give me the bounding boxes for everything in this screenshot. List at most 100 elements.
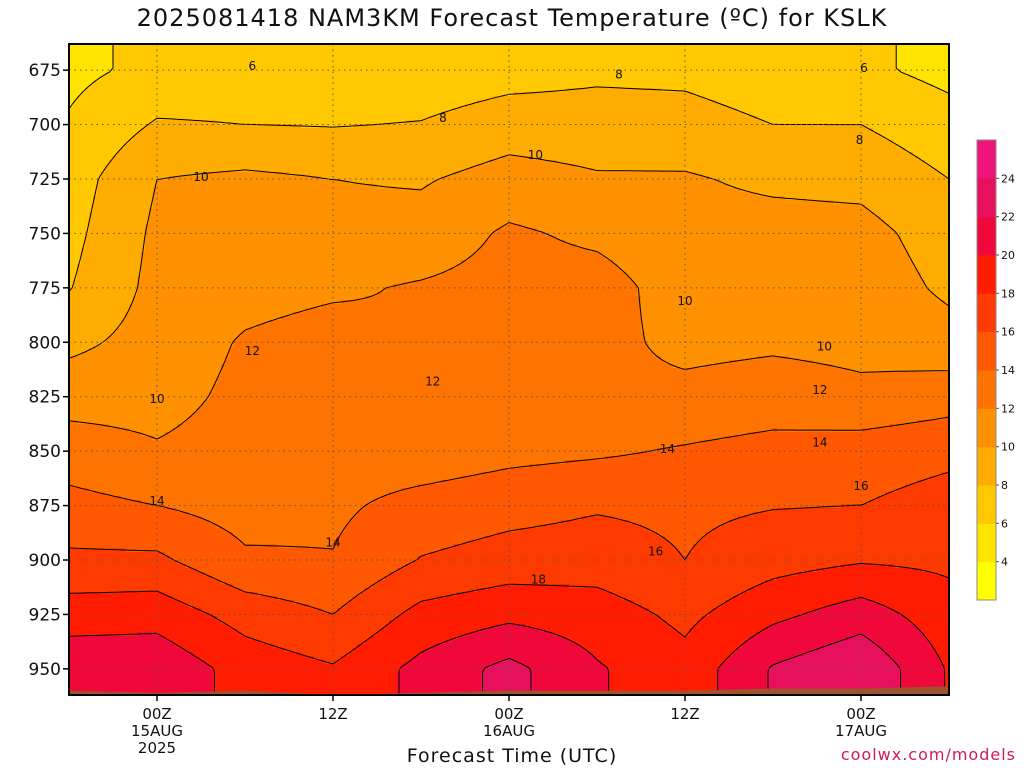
field-cell-3510 [909, 104, 914, 109]
field-cell-2901 [233, 96, 238, 101]
field-cell-136 [613, 44, 618, 49]
field-cell-3228 [661, 100, 666, 105]
field-cell-3630 [509, 108, 514, 113]
field-cell-2958 [461, 96, 466, 101]
field-cell-4836 [933, 128, 938, 133]
field-cell-367 [657, 48, 662, 53]
field-cell-13 [121, 44, 126, 49]
field-cell-4746 [573, 128, 578, 133]
field-cell-2178 [861, 80, 866, 85]
field-cell-2476 [293, 88, 298, 93]
field-cell-4396 [933, 120, 938, 125]
field-cell-3922 [797, 112, 802, 117]
field-cell-1329 [105, 68, 110, 73]
field-cell-4477 [377, 124, 382, 129]
field-cell-1180 [389, 64, 394, 69]
field-cell-2989 [585, 96, 590, 101]
field-cell-3371 [353, 104, 358, 109]
field-cell-4832 [917, 128, 922, 133]
field-cell-3030 [749, 96, 754, 101]
field-cell-1412 [437, 68, 442, 73]
field-cell-2608 [821, 88, 826, 93]
field-cell-1171 [353, 64, 358, 69]
field-cell-1859 [465, 76, 470, 81]
field-cell-57 [297, 44, 302, 49]
field-cell-3779 [225, 112, 230, 117]
field-cell-251 [193, 48, 198, 53]
field-cell-4850 [109, 132, 114, 137]
field-cell-203 [881, 44, 886, 49]
field-cell-4650 [189, 128, 194, 133]
field-cell-3813 [361, 112, 366, 117]
field-cell-3320 [149, 104, 154, 109]
field-cell-4338 [701, 120, 706, 125]
field-cell-4813 [841, 128, 846, 133]
field-cell-4244 [325, 120, 330, 125]
field-cell-3723 [881, 108, 886, 113]
field-cell-4374 [845, 120, 850, 125]
field-cell-4124 [725, 116, 730, 121]
field-cell-3064 [885, 96, 890, 101]
field-cell-595 [689, 52, 694, 57]
field-cell-4648 [181, 128, 186, 133]
field-cell-3543 [161, 108, 166, 113]
field-cell-4229 [265, 120, 270, 125]
field-cell-2514 [445, 88, 450, 93]
field-cell-4869 [185, 132, 190, 137]
field-cell-4550 [669, 124, 674, 129]
field-cell-110 [509, 44, 514, 49]
field-cell-453 [121, 52, 126, 57]
field-cell-1863 [481, 76, 486, 81]
field-cell-4700 [389, 128, 394, 133]
field-cell-4805 [809, 128, 814, 133]
field-cell-4664 [245, 128, 250, 133]
field-cell-4721 [473, 128, 478, 133]
field-cell-3592 [357, 108, 362, 113]
field-cell-2994 [605, 96, 610, 101]
field-cell-1877 [537, 76, 542, 81]
field-cell-525 [409, 52, 414, 57]
field-cell-1426 [493, 68, 498, 73]
field-cell-3309 [105, 104, 110, 109]
field-cell-4057 [457, 116, 462, 121]
field-cell-3627 [497, 108, 502, 113]
field-cell-3048 [821, 96, 826, 101]
field-cell-3363 [321, 104, 326, 109]
field-cell-166 [733, 44, 738, 49]
field-cell-684 [165, 56, 170, 61]
field-cell-2152 [757, 80, 762, 85]
field-cell-4155 [849, 116, 854, 121]
field-cell-1663 [561, 72, 566, 77]
field-cell-4663 [241, 128, 246, 133]
field-cell-4149 [825, 116, 830, 121]
field-cell-3167 [417, 100, 422, 105]
field-cell-3772 [197, 112, 202, 117]
field-cell-4918 [381, 132, 386, 137]
field-cell-2122 [637, 80, 642, 85]
field-cell-4283 [481, 120, 486, 125]
field-cell-1337 [137, 68, 142, 73]
field-cell-1955 [849, 76, 854, 81]
field-cell-35 [209, 44, 214, 49]
field-cell-1150 [269, 64, 274, 69]
field-cell-2590 [749, 88, 754, 93]
field-cell-740 [389, 56, 394, 61]
field-cell-2464 [245, 88, 250, 93]
field-cell-3515 [929, 104, 934, 109]
field-cell-238 [141, 48, 146, 53]
field-cell-4196 [133, 120, 138, 125]
field-cell-3822 [397, 112, 402, 117]
field-cell-2483 [321, 88, 326, 93]
field-cell-296 [373, 48, 378, 53]
field-cell-2519 [465, 88, 470, 93]
field-cell-2121 [633, 80, 638, 85]
field-cell-4444 [245, 124, 250, 129]
field-cell-3402 [477, 104, 482, 109]
field-cell-742 [397, 56, 402, 61]
field-cell-1853 [441, 76, 446, 81]
field-cell-4206 [173, 120, 178, 125]
field-cell-2371 [753, 84, 758, 89]
field-cell-2717 [377, 92, 382, 97]
field-cell-3780 [229, 112, 234, 117]
field-cell-4981 [633, 132, 638, 137]
